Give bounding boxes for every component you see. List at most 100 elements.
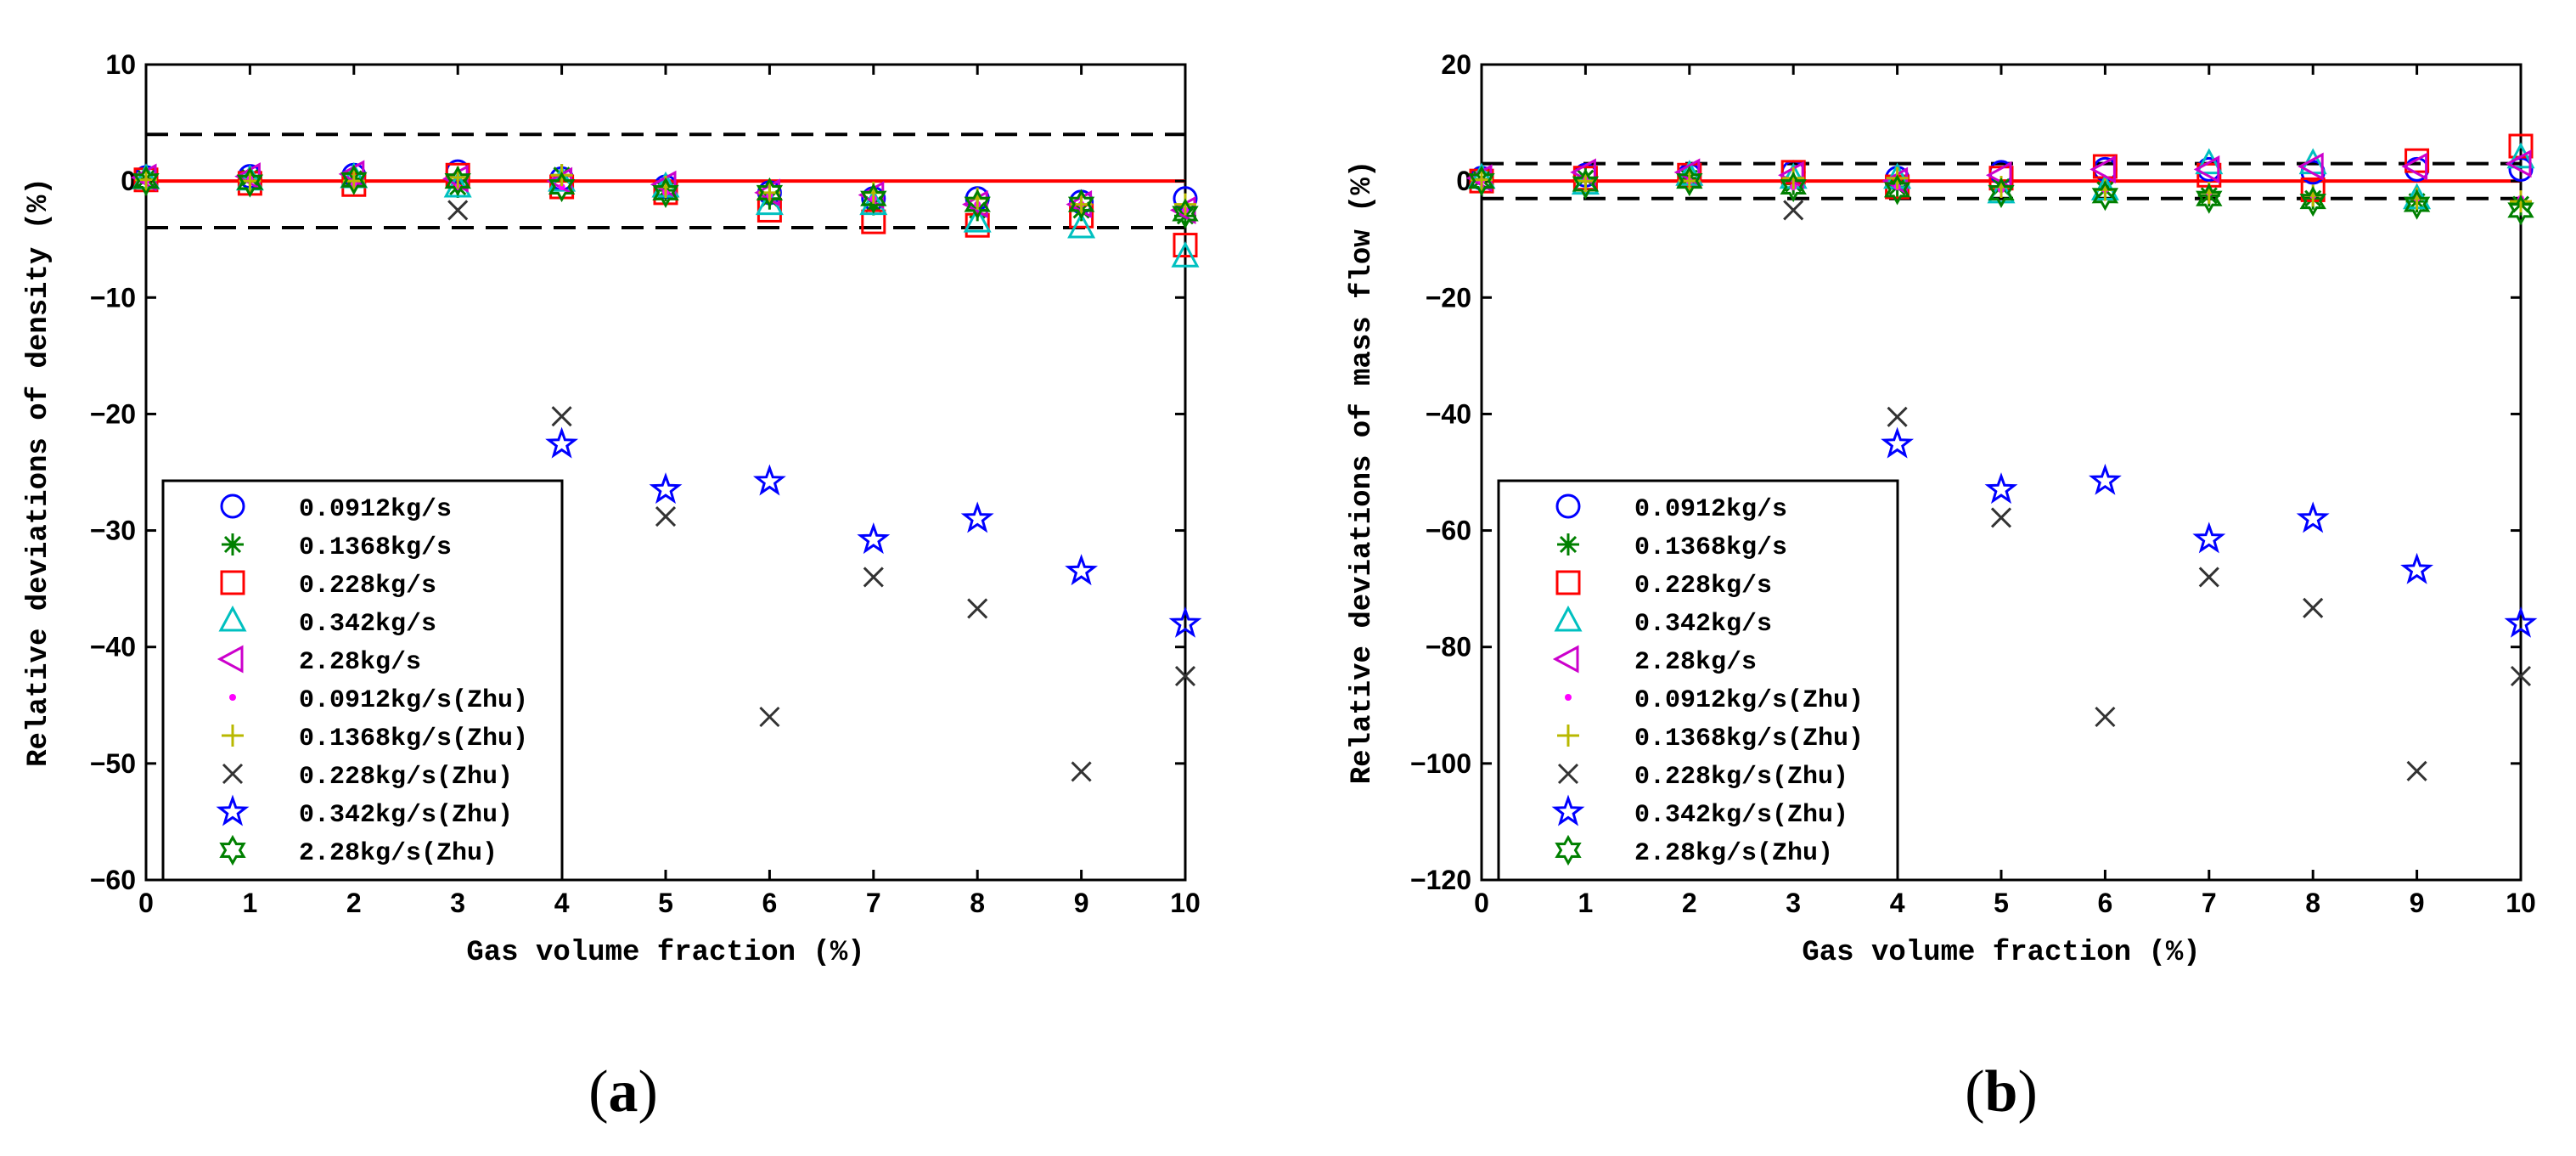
panel-a-point-s8: [545, 426, 579, 459]
panel-a-point-s7: [863, 567, 884, 588]
panel-a-legend-label-1: 0.1368kg/s: [299, 533, 452, 562]
panel-b-point-s9: [1676, 165, 1703, 197]
panel-b-x-tick-label: 7: [2202, 888, 2217, 918]
panel-b-x-axis-label: Gas volume fraction (%): [1802, 937, 2200, 969]
panel-a-point-s6: [1174, 193, 1196, 216]
panel-b-point-s9: [2403, 189, 2431, 220]
panel-a-point-s9: [340, 164, 368, 195]
panel-b-point-s7: [2406, 760, 2427, 781]
panel-a-point-s7: [1071, 761, 1092, 782]
panel-b-x-tick-label: 2: [1682, 888, 1697, 918]
panel-b-point-s4: [2505, 149, 2532, 178]
panel-b-legend-marker-6: [1557, 725, 1579, 747]
panel-a-point-s2: [965, 212, 990, 238]
panel-a-legend-label-4: 2.28kg/s: [299, 648, 421, 677]
panel-b-point-s2: [2404, 148, 2430, 173]
panel-a-point-s9: [652, 177, 679, 209]
panel-a-y-tick-label: −50: [90, 748, 136, 779]
panel-b-legend-marker-9: [1555, 834, 1582, 866]
panel-b-legend-marker-2: [1555, 570, 1581, 595]
panel-b-y-tick-label: −100: [1410, 748, 1471, 779]
panel-a-point-s7: [1174, 665, 1196, 687]
panel-b-x-tick-label: 0: [1474, 888, 1489, 918]
panel-a-point-s9: [1067, 189, 1095, 220]
panel-b-point-s7: [2510, 665, 2532, 687]
caption-a-letter: a: [609, 1059, 638, 1125]
panel-a-point-s9: [964, 189, 991, 220]
panel-b-axis-ticks: 0 1 2 3 4 5 6 7 8 9 10 20 0 −20 −40 −60 −80 −100 −120: [1410, 49, 2536, 918]
panel-a-x-tick-label: 10: [1170, 888, 1201, 918]
panel-b-x-tick-label: 1: [1578, 888, 1594, 918]
panel-a-legend-label-3: 0.342kg/s: [299, 610, 436, 639]
panel-b-legend-label-6: 0.1368kg/s(Zhu): [1634, 725, 1864, 753]
panel-b-point-s8: [2088, 463, 2122, 495]
panel-b-y-tick-label: −40: [1426, 398, 1471, 429]
panel-b-point-s7: [2095, 706, 2116, 728]
panel-b-point-s3: [1987, 177, 2016, 204]
panel-b-point-s9: [1988, 177, 2015, 209]
panel-a-x-tick-label: 9: [1074, 888, 1089, 918]
panel-b-legend-label-5: 0.0912kg/s(Zhu): [1634, 686, 1864, 715]
panel-a-legend-marker-6: [222, 725, 244, 747]
panel-a-point-s9: [548, 171, 576, 203]
panel-a-point-s9: [756, 177, 784, 209]
panel-a-point-s9: [236, 166, 264, 198]
panel-b-legend-marker-0: [1555, 493, 1581, 519]
panel-b-point-s4: [2193, 155, 2220, 183]
panel-a-y-tick-label: −40: [90, 632, 136, 663]
panel-b-legend-label-2: 0.228kg/s: [1634, 572, 1772, 601]
panel-b-legend-marker-3: [1554, 605, 1583, 632]
panel-b-point-s4: [2401, 152, 2428, 181]
panel-b-x-tick-label: 8: [2305, 888, 2320, 918]
panel-a-point-s5: [558, 183, 565, 190]
panel-a-data-markers: [130, 159, 1202, 782]
panel-a-legend-marker-1: [222, 533, 244, 555]
panel-a-point-s9: [860, 183, 887, 214]
panel-a-x-tick-label: 5: [658, 888, 673, 918]
panel-b-data-markers: [1465, 133, 2538, 781]
panel-b-point-s4: [2298, 152, 2324, 181]
panel-b-x-tick-label: 6: [2098, 888, 2113, 918]
panel-a-x-tick-label: 7: [866, 888, 881, 918]
panel-b-x-tick-label: 9: [2410, 888, 2425, 918]
panel-b-x-tick-label: 4: [1890, 888, 1905, 918]
panel-b-point-s8: [2400, 552, 2434, 584]
panel-b-y-tick-label: −80: [1426, 632, 1471, 663]
panel-a-point-s8: [960, 501, 994, 533]
panel-a-point-s3: [1171, 241, 1200, 268]
panel-b-legend-marker-4: [1552, 645, 1579, 674]
panel-b-point-s4: [1778, 161, 1804, 189]
panel-b-y-tick-label: 0: [1456, 166, 1471, 196]
panel-a-legend-marker-8: [216, 794, 250, 826]
panel-a-legend-marker-3: [218, 605, 247, 632]
panel-b-legend-label-0: 0.0912kg/s: [1634, 495, 1787, 524]
panel-b-point-s7: [1783, 200, 1804, 221]
panel-b-point-s7: [1887, 406, 1908, 427]
panel-a-legend-label-8: 0.342kg/s(Zhu): [299, 801, 513, 830]
panel-a-legend-marker-5: [229, 694, 236, 701]
panel-a-x-tick-label: 3: [450, 888, 465, 918]
panel-b-x-tick-label: 10: [2506, 888, 2536, 918]
panel-a-point-s7: [655, 506, 677, 527]
panel-b-legend-marker-1: [1557, 533, 1579, 555]
panel-a-point-s8: [1065, 554, 1099, 586]
panel-a-legend-label-6: 0.1368kg/s(Zhu): [299, 725, 528, 753]
panel-a-legend-marker-9: [219, 834, 246, 866]
panel-b-point-s7: [2303, 597, 2324, 618]
panel-a-point-s8: [1168, 606, 1202, 638]
panel-b-point-s7: [2198, 567, 2219, 588]
panel-a-legend-label-7: 0.228kg/s(Zhu): [299, 763, 513, 792]
panel-b-point-s9: [1468, 165, 1495, 197]
panel-b-legend-label-7: 0.228kg/s(Zhu): [1634, 763, 1848, 792]
panel-b: 0 1 2 3 4 5 6 7 8 9 10 20 0 −20 −40 −60 −80 −100 −120 0.09…: [1347, 49, 2538, 969]
panel-a-point-s7: [447, 200, 469, 221]
panel-b-point-s6: [1782, 166, 1805, 189]
panel-b-y-tick-label: −120: [1410, 865, 1471, 895]
panel-a-point-s9: [444, 165, 471, 197]
panel-b-legend-label-1: 0.1368kg/s: [1634, 533, 1787, 562]
panel-a-legend-marker-4: [217, 645, 244, 674]
panel-a-y-tick-label: −60: [90, 865, 136, 895]
panel-b-point-s8: [2504, 606, 2538, 638]
panel-a-point-s3: [963, 206, 992, 233]
panel-a-x-tick-label: 1: [243, 888, 258, 918]
